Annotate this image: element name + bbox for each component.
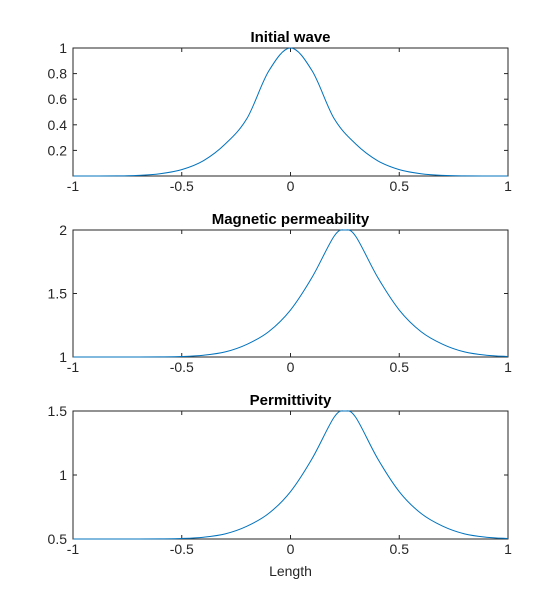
subplot-2: Magnetic permeability -1 -0.5 0 0.5 1 1 1.5 2 — [48, 211, 513, 375]
x-tick-label: -0.5 — [170, 541, 194, 557]
y-tick-label: 1 — [59, 349, 67, 365]
x-tick-label: 1 — [504, 178, 512, 194]
axes-frame — [72, 229, 509, 358]
y-tick-label: 0.4 — [48, 117, 68, 133]
axes-frame — [72, 410, 509, 540]
x-tick-label: 0 — [287, 359, 295, 375]
x-tick-label: 1 — [504, 359, 512, 375]
y-tick-label: 1.5 — [48, 403, 68, 419]
axes-frame — [72, 47, 509, 177]
y-tick-label: 0.2 — [48, 142, 68, 158]
y-tick-label: 1 — [59, 40, 67, 56]
y-tick-label: 0.8 — [48, 66, 68, 82]
x-tick-label: -1 — [67, 178, 80, 194]
y-tick-label: 0.6 — [48, 91, 68, 107]
chart-title: Initial wave — [250, 29, 330, 46]
x-tick-label: -1 — [67, 359, 80, 375]
x-tick-label: -0.5 — [170, 359, 194, 375]
series-line-1 — [72, 410, 509, 540]
y-tick-label: 1 — [59, 467, 67, 483]
y-tick-label: 2 — [59, 222, 67, 238]
x-tick-label: 0.5 — [390, 359, 410, 375]
x-axis-label: Length — [269, 563, 312, 579]
chart-title: Magnetic permeability — [212, 211, 370, 228]
x-tick-label: -1 — [67, 541, 80, 557]
x-tick-label: 0.5 — [390, 541, 410, 557]
x-tick-label: 0.5 — [390, 178, 410, 194]
series-line-1 — [72, 47, 509, 177]
y-tick-label: 0.5 — [48, 531, 68, 547]
chart-title: Permittivity — [250, 392, 332, 409]
subplot-1: Initial wave -1 -0.5 0 0.5 1 0.2 0.4 0.6 0.8 1 — [48, 29, 513, 194]
x-tick-label: -0.5 — [170, 178, 194, 194]
y-tick-label: 1.5 — [48, 286, 68, 302]
series-line-1 — [73, 229, 509, 358]
x-tick-label: 1 — [504, 541, 512, 557]
x-tick-label: 0 — [287, 178, 295, 194]
subplot-3: Permittivity -1 -0.5 0 0.5 1 0.5 1 1.5 Length — [48, 392, 513, 579]
x-tick-label: 0 — [287, 541, 295, 557]
